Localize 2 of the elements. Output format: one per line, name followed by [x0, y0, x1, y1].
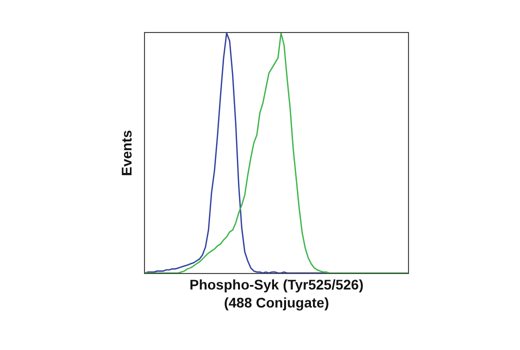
- y-axis-title: Events: [118, 130, 135, 176]
- x-axis-title: Phospho-Syk (Tyr525/526) (488 Conjugate): [189, 276, 364, 310]
